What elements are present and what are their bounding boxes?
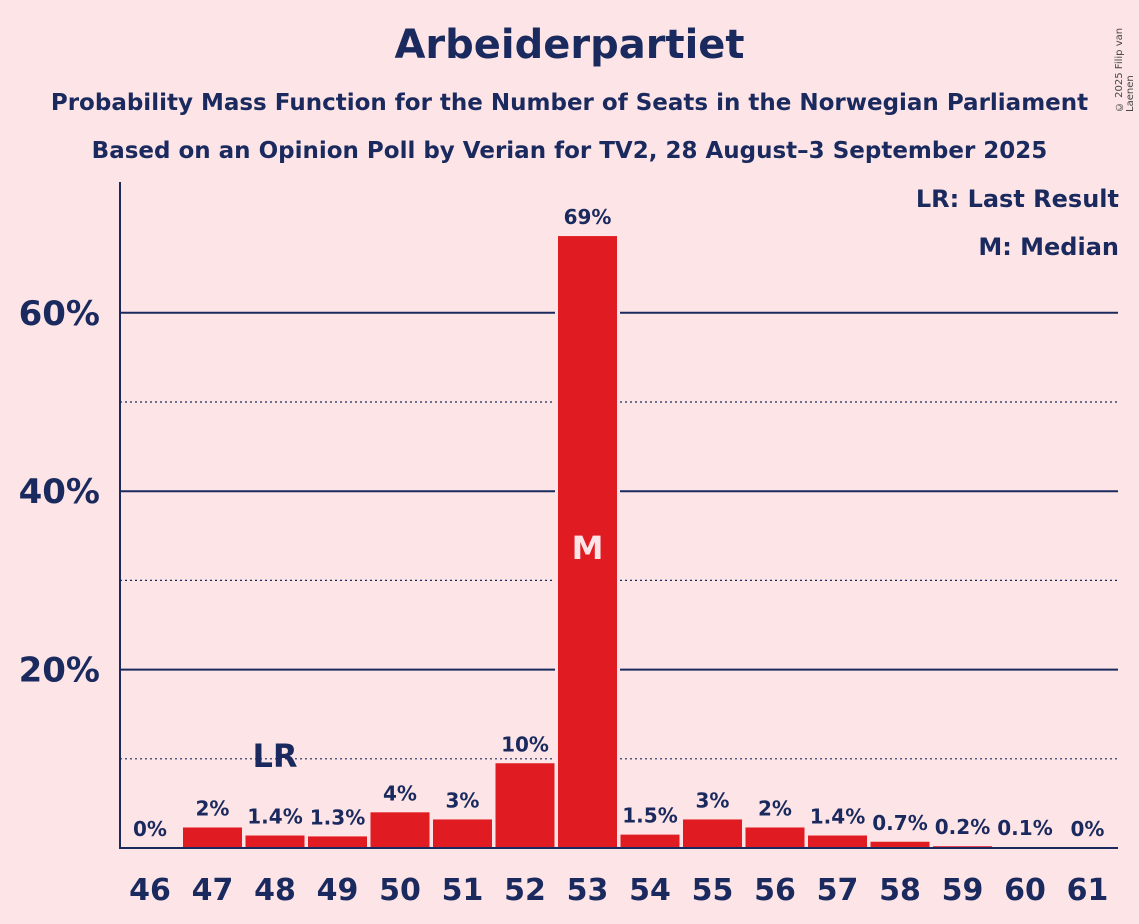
bar-49 [308, 836, 367, 848]
data-label: 1.4% [810, 805, 865, 829]
legend-last-result: LR: Last Result [915, 185, 1119, 213]
x-tick-label: 55 [692, 873, 734, 908]
bar-47 [183, 827, 242, 848]
chart-title: Arbeiderpartiet [394, 22, 745, 68]
data-label: 4% [383, 781, 417, 805]
data-label: 10% [501, 732, 549, 756]
data-label: 1.4% [247, 805, 302, 829]
y-tick-label: 40% [19, 472, 100, 512]
x-tick-label: 52 [504, 873, 546, 908]
data-label: 3% [696, 788, 730, 812]
bar-57 [808, 835, 867, 848]
x-tick-label: 58 [879, 873, 921, 908]
x-tick-label: 60 [1004, 873, 1046, 908]
data-label: 1.3% [310, 805, 365, 829]
x-tick-label: 56 [754, 873, 796, 908]
x-tick-label: 51 [442, 873, 484, 908]
bar-56 [745, 827, 805, 848]
median-marker: M [572, 529, 604, 567]
legend-median: M: Median [978, 233, 1119, 261]
x-tick-label: 59 [942, 873, 984, 908]
x-tick-label: 48 [254, 873, 296, 908]
x-tick-label: 53 [567, 873, 609, 908]
chart-subtitle: Probability Mass Function for the Number… [50, 90, 1089, 116]
bar-58 [870, 841, 930, 848]
bar-55 [683, 819, 742, 848]
data-label: 2% [758, 796, 792, 820]
bar-53 [558, 236, 617, 848]
data-label: 0.1% [997, 816, 1052, 840]
bar-51 [433, 819, 492, 848]
y-tick-label: 60% [19, 294, 100, 334]
bar-48 [245, 835, 305, 848]
bar-54 [620, 834, 680, 848]
x-tick-label: 57 [817, 873, 859, 908]
data-label: 2% [196, 796, 230, 820]
data-label: 0% [1071, 817, 1105, 841]
chart-subtitle-source: Based on an Opinion Poll by Verian for T… [91, 138, 1048, 164]
data-label: 1.5% [622, 804, 677, 828]
x-tick-label: 54 [629, 873, 671, 908]
x-tick-label: 47 [192, 873, 234, 908]
bar-52 [495, 763, 555, 848]
data-label: 0.2% [935, 815, 990, 839]
data-label: 3% [446, 788, 480, 812]
data-label: 69% [564, 205, 612, 229]
x-tick-label: 50 [379, 873, 421, 908]
data-label: 0% [133, 817, 167, 841]
x-tick-label: 61 [1067, 873, 1109, 908]
last-result-marker: LR [252, 737, 297, 775]
data-label: 0.7% [872, 811, 927, 835]
x-tick-label: 49 [317, 873, 359, 908]
bar-50 [370, 812, 430, 848]
y-tick-label: 20% [19, 651, 100, 691]
x-tick-label: 46 [129, 873, 171, 908]
